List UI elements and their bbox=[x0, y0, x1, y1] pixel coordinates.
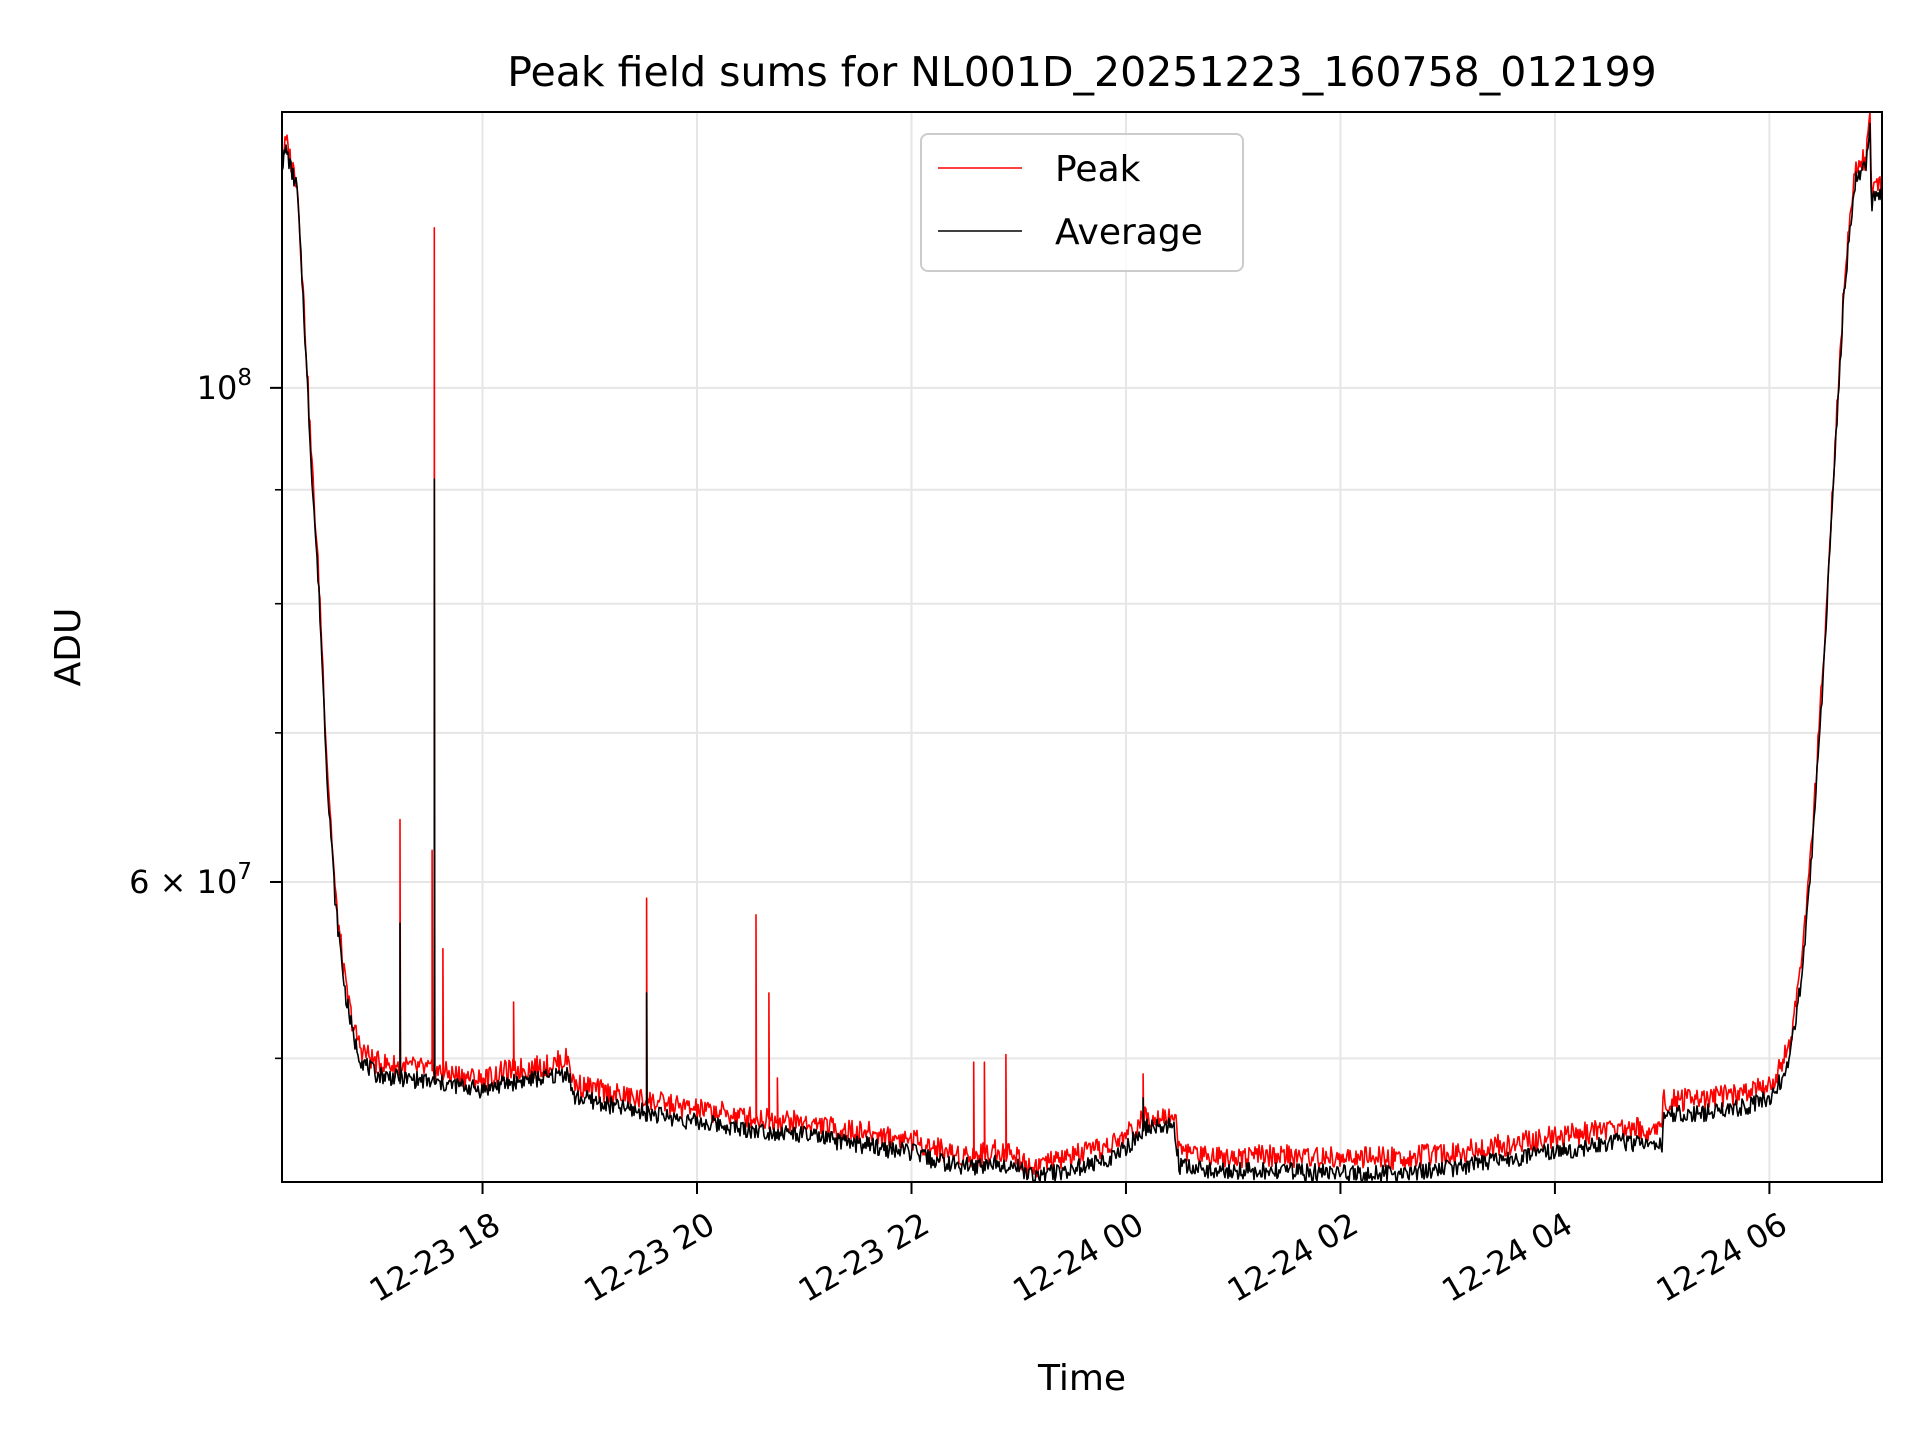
series-layer bbox=[282, 112, 1882, 1182]
y-tick-label: 108 bbox=[197, 365, 252, 407]
y-tick-label: 6 × 107 bbox=[129, 859, 252, 901]
series-line-peak bbox=[282, 112, 1882, 1178]
x-axis-label: Time bbox=[1037, 1358, 1126, 1399]
legend-label-average: Average bbox=[1055, 212, 1203, 253]
y-axis: 108 6 × 107 bbox=[129, 365, 282, 1060]
y-axis-label: ADU bbox=[48, 608, 89, 687]
grid bbox=[282, 112, 1882, 1182]
series-line-average bbox=[282, 122, 1882, 1182]
plot-frame bbox=[281, 111, 1883, 1183]
legend-label-peak: Peak bbox=[1055, 149, 1141, 190]
legend: Peak Average bbox=[920, 133, 1244, 272]
chart-title: Peak field sums for NL001D_20251223_1607… bbox=[507, 48, 1657, 96]
